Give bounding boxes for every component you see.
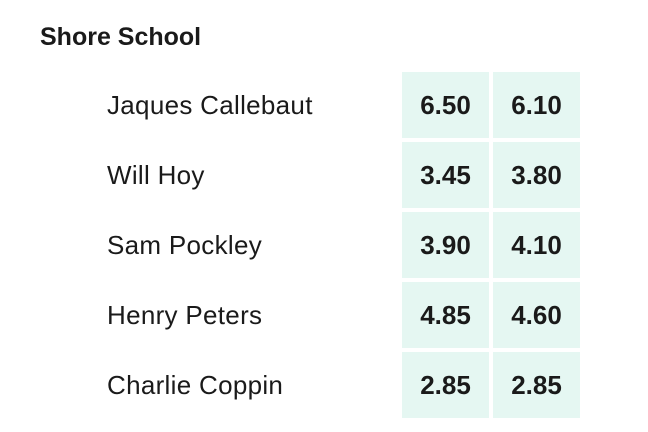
odds-button[interactable]: 4.85 <box>402 282 489 348</box>
odds-button[interactable]: 2.85 <box>493 352 580 418</box>
odds-button[interactable]: 2.85 <box>402 352 489 418</box>
section-title: Shore School <box>40 23 202 51</box>
odds-button[interactable]: 3.80 <box>493 142 580 208</box>
odds-button[interactable]: 4.60 <box>493 282 580 348</box>
player-name: Jaques Callebaut <box>107 90 313 120</box>
odds-button[interactable]: 6.50 <box>402 72 489 138</box>
odds-button[interactable]: 6.10 <box>493 72 580 138</box>
player-name: Henry Peters <box>107 300 263 330</box>
player-name: Will Hoy <box>107 160 205 190</box>
player-name: Charlie Coppin <box>107 370 284 400</box>
odds-button[interactable]: 3.45 <box>402 142 489 208</box>
player-name: Sam Pockley <box>107 230 263 260</box>
odds-button[interactable]: 4.10 <box>493 212 580 278</box>
odds-button[interactable]: 3.90 <box>402 212 489 278</box>
